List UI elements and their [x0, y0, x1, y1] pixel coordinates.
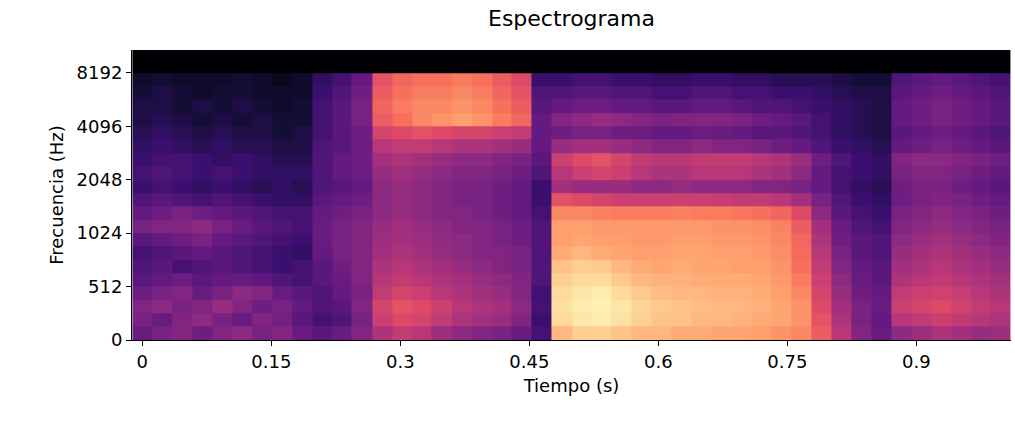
svg-text:Tiempo (s): Tiempo (s) [523, 375, 620, 396]
svg-text:512: 512 [88, 276, 122, 297]
svg-text:0.45: 0.45 [509, 351, 549, 372]
svg-text:Frecuencia (Hz): Frecuencia (Hz) [46, 125, 67, 265]
svg-text:4096: 4096 [77, 116, 123, 137]
svg-text:0.9: 0.9 [902, 351, 931, 372]
svg-text:Espectrograma: Espectrograma [488, 6, 655, 31]
svg-text:0: 0 [137, 351, 148, 372]
svg-text:8192: 8192 [77, 62, 123, 83]
svg-text:0.15: 0.15 [251, 351, 291, 372]
svg-text:0: 0 [111, 329, 122, 350]
svg-text:0.3: 0.3 [386, 351, 415, 372]
svg-text:0.75: 0.75 [767, 351, 807, 372]
svg-text:1024: 1024 [77, 222, 123, 243]
svg-text:2048: 2048 [77, 169, 123, 190]
svg-text:0.6: 0.6 [644, 351, 673, 372]
